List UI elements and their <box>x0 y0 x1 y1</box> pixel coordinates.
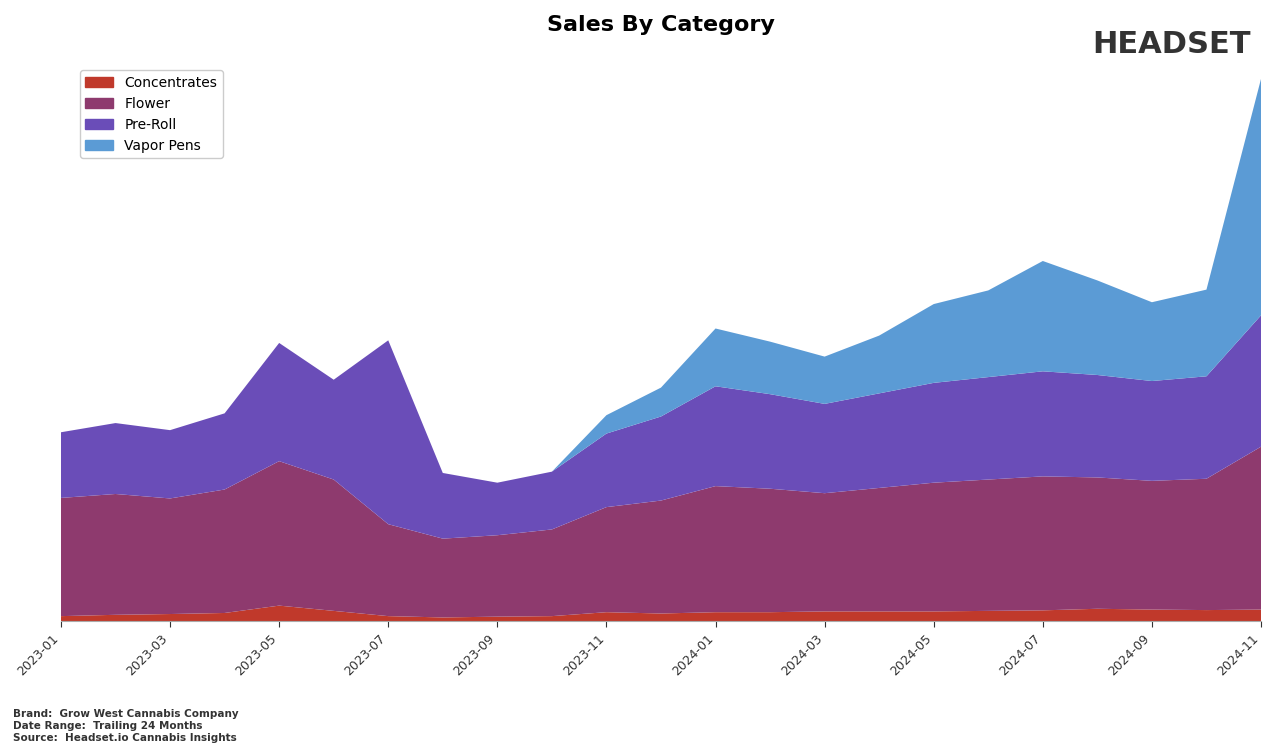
Text: Source:  Headset.io Cannabis Insights: Source: Headset.io Cannabis Insights <box>13 732 236 743</box>
Legend: Concentrates, Flower, Pre-Roll, Vapor Pens: Concentrates, Flower, Pre-Roll, Vapor Pe… <box>80 70 223 158</box>
Text: HEADSET: HEADSET <box>1092 30 1250 59</box>
Text: Brand:  Grow West Cannabis Company: Brand: Grow West Cannabis Company <box>13 708 239 719</box>
Title: Sales By Category: Sales By Category <box>547 15 775 35</box>
Text: Date Range:  Trailing 24 Months: Date Range: Trailing 24 Months <box>13 720 203 731</box>
